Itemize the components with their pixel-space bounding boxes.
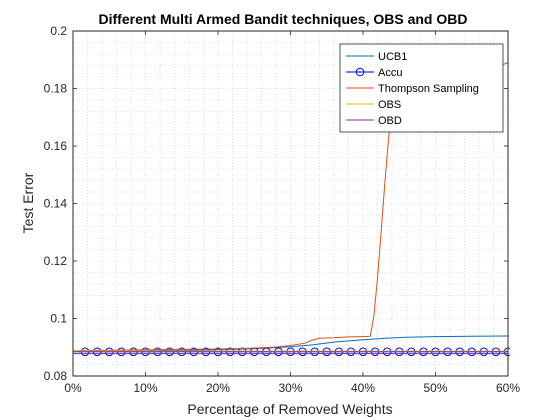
y-tick-label: 0.1: [50, 312, 67, 326]
legend: UCB1 Accu Thompson Sampling OBS OBD: [340, 44, 503, 132]
x-axis-label: Percentage of Removed Weights: [187, 401, 392, 417]
y-tick-label: 0.16: [44, 139, 68, 153]
y-tick-label: 0.14: [44, 197, 68, 211]
legend-label-obd: OBD: [378, 115, 402, 127]
legend-label-obs: OBS: [378, 99, 401, 111]
legend-label-ucb1: UCB1: [378, 51, 407, 63]
x-tick-label: 60%: [496, 381, 520, 395]
y-tick-label: 0.18: [44, 82, 68, 96]
x-tick-label: 50%: [423, 381, 447, 395]
x-tick-label: 20%: [206, 381, 230, 395]
x-tick-label: 10%: [133, 381, 157, 395]
x-tick-label: 30%: [278, 381, 302, 395]
y-tick-label: 0.08: [44, 369, 68, 383]
legend-label-accu: Accu: [378, 67, 402, 79]
chart-title: Different Multi Armed Bandit techniques,…: [99, 11, 468, 27]
y-tick-label: 0.2: [50, 24, 67, 38]
y-axis-label: Test Error: [20, 172, 36, 233]
y-tick-label: 0.12: [44, 254, 68, 268]
x-tick-label: 0%: [64, 381, 82, 395]
legend-label-thompson-sampling: Thompson Sampling: [378, 83, 479, 95]
x-tick-label: 40%: [351, 381, 375, 395]
